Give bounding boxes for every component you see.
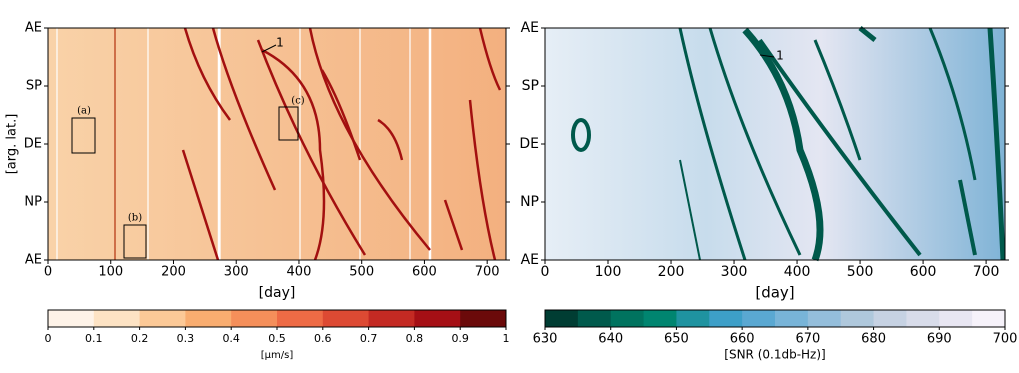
colorbar-swatch [460, 310, 507, 327]
colorbar-tick-label: 0.6 [314, 332, 332, 345]
colorbar-tick-label: 690 [927, 332, 952, 347]
colorbar-swatch [775, 310, 809, 327]
colorbar-swatch [93, 310, 141, 327]
colorbar-swatch [676, 310, 710, 327]
y-tick-label: DE [24, 137, 42, 152]
colorbar-swatch [807, 310, 842, 327]
colorbar-swatch [577, 310, 612, 327]
colorbar-tick-label: 670 [795, 332, 820, 347]
colorbar-swatch [742, 310, 776, 327]
colorbar-tick-label: 680 [861, 332, 886, 347]
colorbar-swatch [709, 310, 743, 327]
colorbar-swatch [873, 310, 907, 327]
colorbar-swatch [231, 310, 278, 327]
colorbar-swatch [277, 310, 324, 327]
x-tick-label: 400 [784, 264, 811, 280]
x-tick-label: 300 [721, 264, 748, 280]
y-tick-label: NP [520, 194, 539, 210]
colorbar-frame [544, 309, 1006, 328]
x-tick-label: 700 [475, 265, 500, 280]
colorbar-tick-label: 640 [598, 332, 623, 347]
colorbar-tick-label: 1 [503, 332, 510, 345]
colorbar-tick-label: 0.5 [268, 332, 286, 345]
colorbar-swatch [322, 310, 370, 327]
y-tick-label: SP [522, 78, 539, 94]
colorbar-tick-label: 0.2 [131, 332, 149, 345]
colorbar-tick-label: 0.8 [406, 332, 424, 345]
colorbar-swatch [414, 310, 461, 327]
heatmap-right [544, 26, 1006, 262]
colorbar-swatch [185, 310, 232, 327]
colorbar-swatch [139, 310, 186, 327]
colorbar-tick-label: 0.1 [85, 332, 103, 345]
colorbar-tick-label: 660 [730, 332, 755, 347]
x-tick-label: 0 [541, 264, 550, 280]
colorbar-tick-label: 0.3 [177, 332, 195, 345]
colorbar-tick-label: 700 [993, 332, 1018, 347]
colorbar-swatch [610, 310, 645, 327]
x-tick-label: 300 [224, 265, 249, 280]
colorbar-tick-label: 0.7 [360, 332, 378, 345]
colorbar-swatch [939, 310, 973, 327]
colorbar-tick-label: 630 [533, 332, 558, 347]
y-tick-label: AE [25, 21, 42, 36]
x-axis-label: [day] [755, 284, 794, 302]
colorbar-swatch [368, 310, 415, 327]
colorbar-tick-label: 0 [45, 332, 52, 345]
colorbar-swatch [906, 310, 940, 327]
y-tick-label: DE [519, 136, 539, 152]
annotation: (c) [291, 96, 305, 107]
colorbar-label: [SNR (0.1db-Hz)] [724, 348, 825, 362]
y-tick-label: AE [25, 253, 42, 268]
colorbar-swatch [840, 310, 875, 327]
x-tick-label: 600 [412, 265, 437, 280]
heatmap-left [47, 27, 567, 261]
y-axis-label: [arg. lat.] [5, 114, 20, 175]
x-tick-label: 0 [44, 265, 52, 280]
x-tick-label: 200 [161, 265, 186, 280]
x-tick-label: 200 [658, 264, 685, 280]
colorbar-swatch [48, 310, 95, 327]
colorbar-swatch [972, 310, 1006, 327]
y-tick-label: AE [521, 20, 539, 36]
y-tick-label: AE [521, 252, 539, 268]
annotation: (b) [128, 213, 142, 224]
x-axis-label: [day] [259, 285, 296, 301]
x-tick-label: 700 [973, 264, 1000, 280]
x-tick-label: 600 [910, 264, 937, 280]
y-tick-label: NP [24, 195, 42, 210]
x-tick-label: 400 [287, 265, 312, 280]
colorbar-tick-label: 650 [664, 332, 689, 347]
x-tick-label: 500 [349, 265, 374, 280]
y-tick-label: SP [26, 79, 42, 94]
x-tick-label: 100 [595, 264, 622, 280]
colorbar-label: [μm/s] [261, 350, 294, 361]
annotation: 1 [276, 36, 284, 50]
colorbar-swatch [545, 310, 579, 327]
colorbar-tick-label: 0.4 [222, 332, 240, 345]
x-tick-label: 100 [98, 265, 123, 280]
annotation: (a) [77, 106, 91, 117]
annotation: 1 [776, 49, 784, 63]
colorbar-tick-label: 0.9 [451, 332, 469, 345]
colorbar-swatch [643, 310, 677, 327]
x-tick-label: 500 [847, 264, 874, 280]
